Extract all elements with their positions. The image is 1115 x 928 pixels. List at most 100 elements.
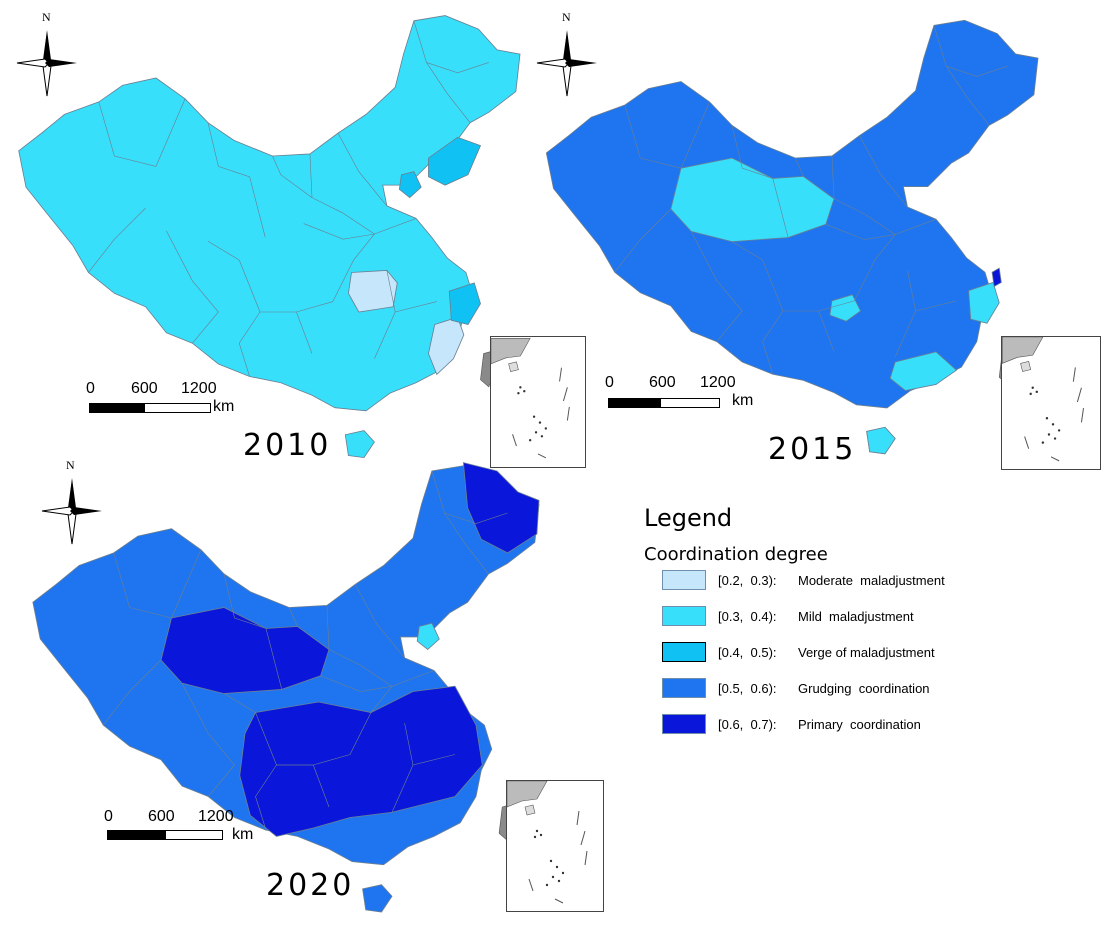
province-border bbox=[207, 122, 250, 178]
region-southern-island bbox=[866, 426, 896, 455]
region-southwest-south-central bbox=[239, 685, 483, 837]
province-border bbox=[907, 270, 916, 312]
province-border bbox=[946, 65, 1008, 77]
legend-swatch-mild bbox=[662, 606, 706, 626]
legend-swatch-grudging bbox=[662, 678, 706, 698]
province-border bbox=[296, 259, 354, 313]
scale-bar bbox=[89, 403, 211, 413]
province-border bbox=[794, 157, 835, 200]
legend-label-verge: Verge of maladjustment bbox=[798, 645, 935, 660]
province-border bbox=[360, 664, 393, 687]
province-border bbox=[762, 310, 784, 375]
north-arrow-icon bbox=[536, 30, 597, 97]
scale-tick-0: 0 bbox=[605, 374, 614, 391]
province-border bbox=[864, 213, 896, 235]
legend-swatch-primary bbox=[662, 714, 706, 734]
province-border bbox=[731, 241, 763, 261]
inset-map-icon bbox=[490, 338, 570, 459]
south-china-sea-inset bbox=[490, 336, 586, 468]
scale-unit: km bbox=[232, 826, 254, 843]
province-border bbox=[386, 270, 396, 313]
scale-tick-0: 0 bbox=[86, 380, 95, 397]
province-border bbox=[731, 125, 773, 179]
south-china-sea-inset bbox=[506, 780, 604, 912]
province-border bbox=[249, 176, 266, 238]
scale-tick-0: 0 bbox=[104, 808, 113, 825]
region-eastern-point bbox=[991, 267, 1002, 288]
north-label: N bbox=[42, 10, 51, 24]
province-border bbox=[181, 682, 235, 797]
hainan-island bbox=[362, 884, 393, 913]
region-east-coast bbox=[448, 282, 481, 325]
province-border bbox=[309, 153, 344, 214]
map-panel-2010: N 0 600 1200 km 2010 bbox=[0, 0, 586, 468]
province-border bbox=[762, 259, 835, 352]
province-border bbox=[320, 675, 393, 692]
scale-tick-600: 600 bbox=[148, 808, 175, 825]
region-central-east bbox=[347, 269, 398, 313]
inset-map-icon bbox=[506, 780, 588, 904]
province-border bbox=[859, 135, 908, 208]
province-border bbox=[113, 552, 172, 619]
legend-range-primary: [0.6, 0.7): bbox=[718, 717, 777, 732]
region-north-capital bbox=[416, 622, 440, 651]
province-border bbox=[370, 670, 435, 713]
province-border bbox=[313, 712, 372, 766]
map-2010 bbox=[18, 15, 521, 459]
province-border bbox=[426, 62, 489, 74]
legend-label-grudging: Grudging coordination bbox=[798, 681, 930, 696]
province-border bbox=[680, 101, 710, 169]
province-border bbox=[614, 208, 672, 273]
province-border bbox=[272, 155, 313, 198]
province-border bbox=[255, 764, 277, 831]
legend-label-moderate: Moderate maladjustment bbox=[798, 573, 945, 588]
province-border bbox=[255, 712, 330, 808]
scale-tick-1200: 1200 bbox=[198, 808, 234, 825]
year-label-2010: 2010 bbox=[243, 428, 332, 463]
province-border bbox=[772, 178, 789, 238]
province-border bbox=[265, 628, 283, 690]
province-border bbox=[831, 155, 865, 215]
province-border bbox=[326, 605, 361, 666]
scale-bar bbox=[107, 830, 223, 840]
province-border bbox=[88, 207, 146, 273]
south-china-sea-inset bbox=[1001, 336, 1101, 470]
scale-tick-600: 600 bbox=[649, 374, 676, 391]
hainan-island bbox=[344, 430, 375, 459]
legend: Legend Coordination degree [0.2, 0.3): M… bbox=[640, 500, 1000, 750]
province-border bbox=[223, 693, 256, 713]
region-south-coast bbox=[889, 351, 958, 391]
north-arrow-icon bbox=[16, 30, 77, 97]
province-border bbox=[238, 259, 313, 354]
legend-range-mild: [0.3, 0.4): bbox=[718, 609, 777, 624]
province-border bbox=[624, 104, 682, 169]
north-label: N bbox=[66, 458, 75, 472]
province-border bbox=[933, 25, 990, 126]
region-northeast-gulf bbox=[428, 136, 482, 186]
province-border bbox=[874, 218, 937, 261]
legend-range-verge: [0.4, 0.5): bbox=[718, 645, 777, 660]
map-panel-2020: N 0 600 1200 km 2020 bbox=[20, 450, 610, 928]
province-border bbox=[337, 132, 388, 207]
province-border bbox=[303, 223, 375, 240]
region-east-coast bbox=[968, 281, 1000, 324]
scale-unit: km bbox=[213, 398, 235, 415]
province-border bbox=[207, 241, 240, 261]
province-border bbox=[413, 20, 471, 123]
legend-label-primary: Primary coordination bbox=[798, 717, 921, 732]
north-label: N bbox=[562, 10, 571, 24]
map-panel-2015: N 0 600 1200 km 2015 bbox=[520, 0, 1115, 470]
scale-tick-1200: 1200 bbox=[700, 374, 736, 391]
scale-tick-600: 600 bbox=[131, 380, 158, 397]
province-border bbox=[444, 512, 508, 524]
province-border bbox=[354, 584, 405, 659]
province-border bbox=[223, 573, 267, 629]
year-label-2015: 2015 bbox=[768, 432, 857, 467]
legend-label-mild: Mild maladjustment bbox=[798, 609, 914, 624]
province-border bbox=[171, 549, 202, 619]
province-border bbox=[166, 230, 219, 344]
map-2020 bbox=[32, 462, 540, 913]
legend-title: Legend bbox=[644, 504, 733, 532]
province-border bbox=[404, 722, 414, 766]
region-northwest-plateau bbox=[670, 157, 835, 243]
